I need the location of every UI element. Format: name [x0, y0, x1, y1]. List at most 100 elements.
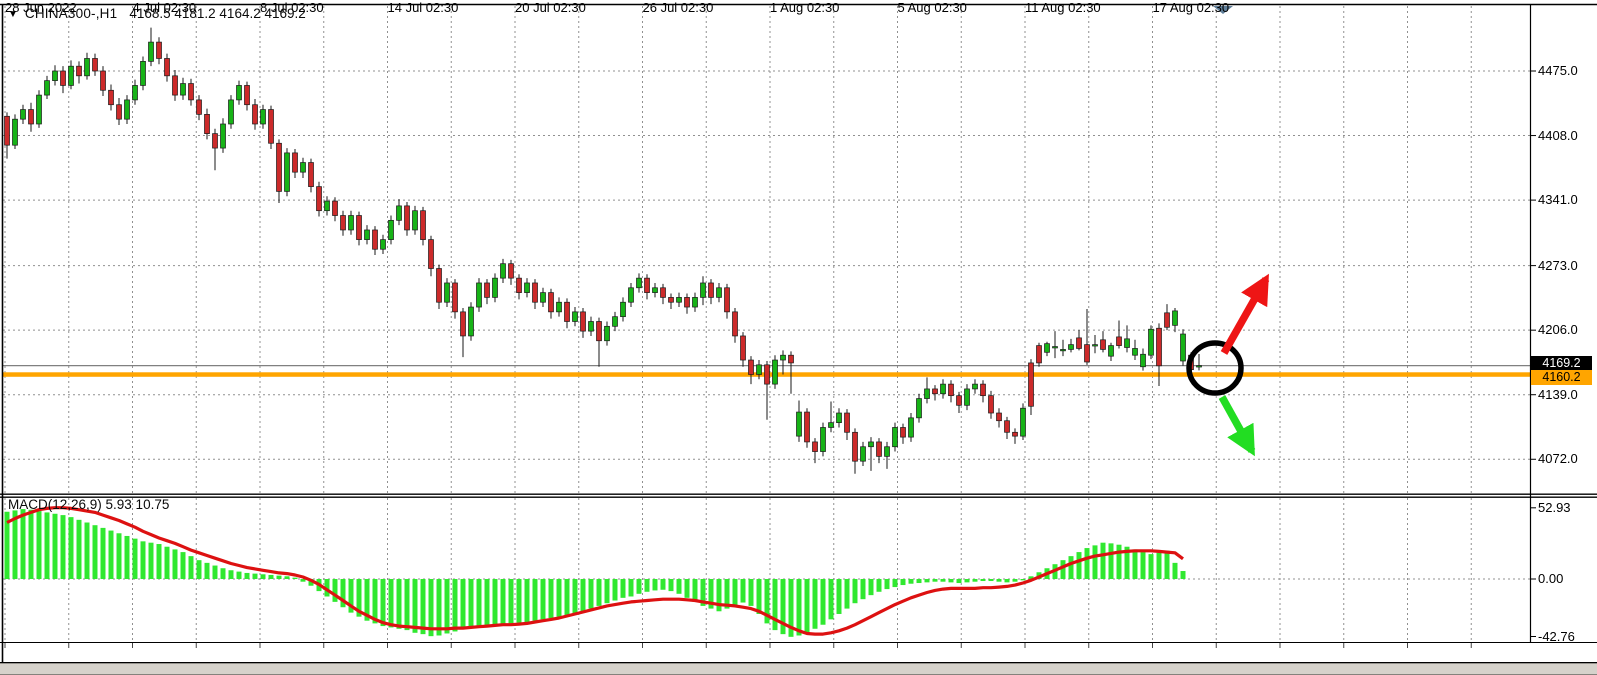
candle-body — [268, 109, 274, 144]
candle-body — [196, 99, 202, 115]
macd-histogram-bar — [28, 509, 34, 579]
macd-histogram-bar — [604, 579, 610, 604]
macd-histogram-bar — [1180, 571, 1186, 579]
candle-body — [668, 297, 674, 303]
candle-body — [292, 152, 298, 173]
macd-histogram-bar — [964, 579, 970, 583]
candle-body — [644, 277, 650, 293]
date-axis-label: 20 Jul 02:30 — [515, 0, 586, 15]
macd-histogram-bar — [620, 579, 626, 598]
candle-body — [820, 427, 826, 452]
macd-histogram-bar — [388, 579, 394, 628]
macd-histogram-bar — [1140, 552, 1146, 579]
price-axis-label: 4341.0 — [1538, 192, 1578, 208]
macd-histogram-bar — [1004, 579, 1010, 583]
annotation-circle[interactable] — [1186, 340, 1244, 396]
candle-body — [948, 383, 954, 397]
candle-body — [44, 80, 50, 96]
macd-histogram-bar — [364, 579, 370, 621]
candle-body — [564, 301, 570, 322]
candle-body — [748, 359, 754, 375]
price-axis-label: 4206.0 — [1538, 322, 1578, 338]
candle-body — [332, 200, 338, 216]
macd-histogram-bar — [412, 579, 418, 633]
macd-histogram-bar — [756, 579, 762, 614]
candle-body — [1100, 339, 1106, 350]
candle-body — [964, 388, 970, 406]
macd-histogram-bar — [1028, 576, 1034, 579]
candle-body — [444, 282, 450, 303]
candle-body — [924, 388, 930, 399]
macd-histogram-bar — [996, 579, 1002, 582]
candle-body — [1108, 345, 1114, 357]
bearish-arrow[interactable] — [1218, 395, 1256, 457]
candle-body — [36, 94, 42, 125]
macd-histogram-bar — [228, 570, 234, 579]
macd-signal-line — [6, 506, 1184, 636]
candle-body — [1180, 333, 1186, 362]
candle-body — [1196, 365, 1202, 368]
candle-body — [236, 85, 242, 101]
macd-histogram-bar — [44, 512, 50, 579]
macd-histogram-bar — [652, 579, 658, 591]
macd-histogram-bar — [660, 579, 666, 590]
price-axis-label: 4072.0 — [1538, 451, 1578, 467]
date-axis-label: 11 Aug 02:30 — [1025, 0, 1101, 15]
macd-histogram-bar — [1092, 545, 1098, 579]
candle-body — [692, 297, 698, 308]
macd-histogram-bar — [1020, 579, 1026, 581]
candle-body — [84, 58, 90, 77]
candle-body — [812, 441, 818, 452]
candle-body — [844, 412, 850, 433]
candle-body — [164, 58, 170, 77]
macd-histogram-bar — [700, 579, 706, 606]
macd-histogram-bar — [252, 573, 258, 579]
candle-body — [260, 109, 266, 125]
macd-histogram-bar — [580, 579, 586, 612]
order-price-badge[interactable]: 4160.2 — [1531, 370, 1592, 385]
candle-body — [364, 229, 370, 240]
candle-body — [76, 65, 82, 77]
macd-histogram-bar — [396, 579, 402, 629]
candle-body — [60, 70, 66, 86]
candle-body — [916, 398, 922, 419]
candle-body — [1092, 344, 1098, 347]
macd-histogram-bar — [4, 511, 10, 579]
candle-body — [476, 282, 482, 308]
candle-body — [372, 229, 378, 250]
macd-histogram-bar — [716, 579, 722, 612]
macd-histogram-bar — [732, 579, 738, 606]
candle-body — [900, 427, 906, 438]
price-axis-label: 4139.0 — [1538, 386, 1578, 402]
macd-histogram-bar — [1124, 546, 1130, 579]
macd-histogram-bar — [764, 579, 770, 624]
macd-histogram-bar — [684, 579, 690, 598]
candle-body — [28, 109, 34, 125]
macd-histogram-bar — [1012, 579, 1018, 582]
macd-histogram-bar — [1116, 544, 1122, 579]
macd-histogram-bar — [1060, 560, 1066, 579]
macd-histogram-bar — [484, 579, 490, 626]
macd-histogram-bar — [276, 575, 282, 579]
macd-histogram-bar — [772, 579, 778, 631]
chart-shift-marker-icon[interactable] — [1213, 6, 1233, 14]
symbol-period-label: CHINA300-,H1 — [24, 6, 118, 21]
current-price-badge: 4169.2 — [1531, 356, 1592, 370]
macd-histogram-bar — [852, 579, 858, 604]
macd-histogram-bar — [1132, 549, 1138, 579]
candle-body — [540, 292, 546, 303]
price-axis-label: 4273.0 — [1538, 257, 1578, 273]
macd-histogram-bar — [676, 579, 682, 594]
macd-histogram-bar — [860, 579, 866, 600]
candle-body — [348, 215, 354, 231]
macd-histogram-bar — [76, 519, 82, 579]
bullish-arrow[interactable] — [1220, 273, 1270, 355]
candle-body — [220, 123, 226, 149]
candle-body — [852, 431, 858, 462]
symbol-dropdown-icon[interactable]: ▼ — [8, 9, 18, 20]
candle-body — [740, 335, 746, 361]
candle-body — [436, 268, 442, 303]
macd-histogram-bar — [1068, 556, 1074, 579]
candle-body — [612, 316, 618, 327]
